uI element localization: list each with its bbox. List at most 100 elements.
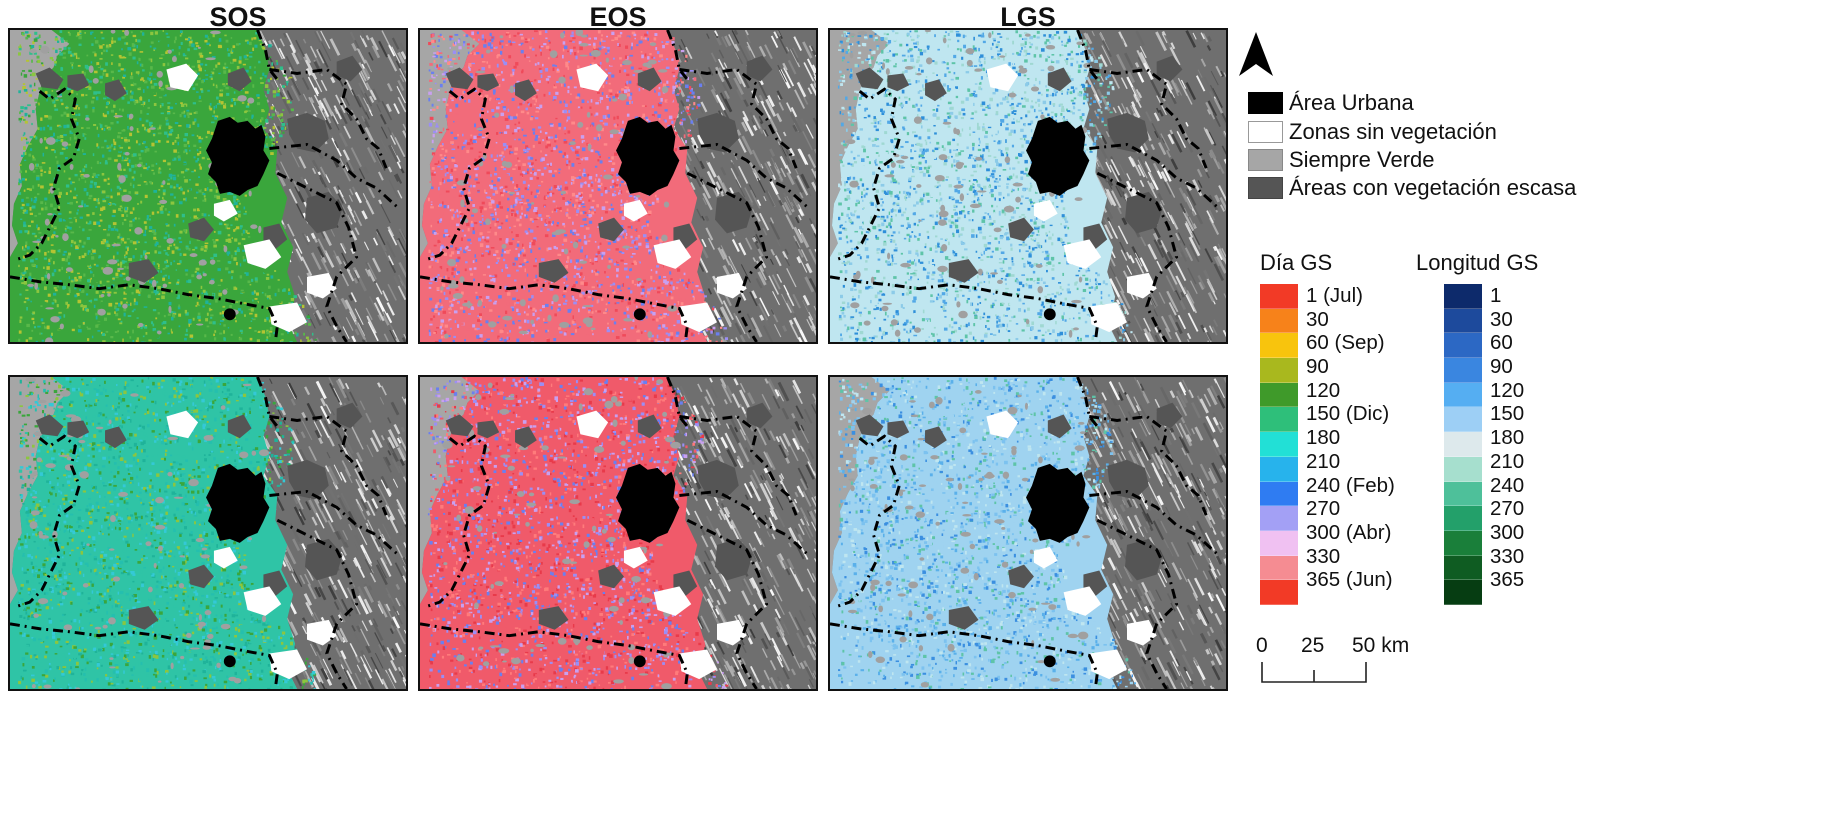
map-small-urban-area — [633, 655, 646, 668]
longitud-gs-swatch-4 — [1444, 382, 1482, 408]
longitud-gs-label-1: 30 — [1490, 307, 1513, 331]
dia-gs-swatch-7 — [1260, 456, 1298, 482]
legend-swatch-evergreen — [1248, 149, 1283, 171]
dia-gs-swatch-6 — [1260, 432, 1298, 457]
dia-gs-swatch-2 — [1260, 333, 1298, 359]
longitud-gs-label-5: 150 — [1490, 402, 1525, 426]
dia-gs-label-2: 60 (Sep) — [1306, 331, 1385, 355]
map-administrative-boundary — [10, 377, 400, 689]
map-small-urban-area — [1043, 308, 1056, 321]
dia-gs-swatch-11 — [1260, 555, 1298, 581]
map-urban-area — [1026, 116, 1090, 196]
longitud-gs-title: Longitud GS — [1416, 250, 1539, 275]
longitud-gs-label-0: 1 — [1490, 284, 1502, 307]
dia-gs-swatch-5 — [1260, 407, 1298, 433]
map-panel-eos-row2 — [418, 375, 818, 691]
map-no-vegetation-areas — [576, 63, 747, 333]
map-administrative-boundary — [830, 30, 1220, 342]
map-panel-eos-row1 — [418, 28, 818, 344]
dia-gs-labels: 1 (Jul) 30 60 (Sep) 90 120 150 (Dic) 180 210 240… — [1306, 284, 1395, 592]
dia-gs-label-0: 1 (Jul) — [1306, 284, 1363, 307]
legend-label-urban: Área Urbana — [1289, 90, 1414, 115]
dia-gs-label-3: 90 — [1306, 355, 1329, 379]
scale-tick-50: 50 km — [1352, 634, 1410, 657]
map-evergreen-zone — [830, 377, 890, 689]
map-administrative-boundary — [420, 377, 810, 689]
dia-gs-label-11: 330 — [1306, 544, 1341, 568]
longitud-gs-label-10: 300 — [1490, 520, 1525, 544]
map-panel-lgs-row2 — [828, 375, 1228, 691]
map-no-vegetation-areas — [166, 63, 337, 333]
longitud-gs-swatch-2 — [1444, 333, 1482, 359]
map-urban-area — [616, 116, 680, 196]
longitud-gs-swatch-9 — [1444, 506, 1482, 531]
dia-gs-label-6: 180 — [1306, 426, 1341, 450]
map-sparse-vegetation-areas — [445, 55, 773, 283]
legend-swatch-urban — [1248, 92, 1283, 114]
legend-swatch-no-vegetation — [1248, 121, 1283, 143]
legend-label-evergreen: Siempre Verde — [1289, 147, 1435, 172]
map-evergreen-zone — [420, 30, 480, 342]
longitud-gs-swatch-11 — [1444, 555, 1482, 581]
longitud-gs-label-2: 60 — [1490, 331, 1513, 355]
dia-gs-label-4: 120 — [1306, 378, 1341, 402]
column-title-eos: EOS — [589, 2, 647, 32]
longitud-gs-label-11: 330 — [1490, 544, 1525, 568]
map-urban-area — [616, 463, 680, 543]
map-administrative-boundary — [10, 30, 400, 342]
dia-gs-label-5: 150 (Dic) — [1306, 402, 1390, 426]
map-evergreen-zone — [420, 377, 480, 689]
dia-gs-color-ramp — [1260, 284, 1298, 605]
dia-gs-label-9: 270 — [1306, 497, 1341, 521]
dia-gs-swatch-1 — [1260, 308, 1298, 334]
longitud-gs-swatch-7 — [1444, 456, 1482, 482]
longitud-gs-swatch-0 — [1444, 284, 1482, 309]
longitud-gs-swatch-3 — [1444, 358, 1482, 383]
dia-gs-swatch-8 — [1260, 481, 1298, 507]
longitud-gs-label-4: 120 — [1490, 378, 1525, 402]
map-panel-sos-row1 — [8, 28, 408, 344]
scale-bar — [1261, 662, 1367, 683]
column-title-sos: SOS — [209, 2, 267, 32]
map-sparse-vegetation-areas — [855, 55, 1183, 283]
map-panel-lgs-row1 — [828, 28, 1228, 344]
dia-gs-label-8: 240 (Feb) — [1306, 473, 1395, 497]
dia-gs-swatch-0 — [1260, 284, 1298, 309]
map-administrative-boundary — [420, 30, 810, 342]
longitud-gs-swatch-1 — [1444, 308, 1482, 334]
longitud-gs-swatch-12 — [1444, 580, 1482, 605]
longitud-gs-labels: 1 30 60 90 120 150 180 210 240 270 300 330 365 — [1490, 284, 1524, 592]
dia-gs-label-7: 210 — [1306, 449, 1341, 473]
dia-gs-label-12: 365 (Jun) — [1306, 568, 1393, 592]
longitud-gs-label-6: 180 — [1490, 426, 1525, 450]
dia-gs-swatch-3 — [1260, 358, 1298, 383]
map-no-vegetation-areas — [986, 410, 1157, 680]
map-sparse-vegetation-areas — [35, 55, 363, 283]
map-small-urban-area — [223, 308, 236, 321]
longitud-gs-color-ramp — [1444, 284, 1482, 605]
dia-gs-label-1: 30 — [1306, 307, 1329, 331]
map-small-urban-area — [633, 308, 646, 321]
legend-swatch-sparse-vegetation — [1248, 177, 1283, 199]
map-mountain-relief — [1056, 30, 1226, 342]
map-no-vegetation-areas — [986, 63, 1157, 333]
dia-gs-label-10: 300 (Abr) — [1306, 520, 1392, 544]
map-urban-area — [1026, 463, 1090, 543]
map-urban-area — [206, 116, 270, 196]
map-panel-sos-row2 — [8, 375, 408, 691]
map-evergreen-zone — [830, 30, 890, 342]
dia-gs-title: Día GS — [1260, 250, 1333, 275]
longitud-gs-label-7: 210 — [1490, 449, 1525, 473]
dia-gs-swatch-12 — [1260, 580, 1298, 605]
map-no-vegetation-areas — [576, 410, 747, 680]
longitud-gs-label-8: 240 — [1490, 473, 1525, 497]
column-title-lgs: LGS — [1000, 2, 1056, 32]
dia-gs-swatch-4 — [1260, 382, 1298, 408]
longitud-gs-label-3: 90 — [1490, 355, 1513, 379]
map-evergreen-patches — [27, 30, 262, 342]
longitud-gs-swatch-5 — [1444, 407, 1482, 433]
dia-gs-swatch-9 — [1260, 506, 1298, 531]
dia-gs-swatch-10 — [1260, 530, 1298, 556]
longitud-gs-swatch-10 — [1444, 530, 1482, 556]
map-small-urban-area — [1043, 655, 1056, 668]
